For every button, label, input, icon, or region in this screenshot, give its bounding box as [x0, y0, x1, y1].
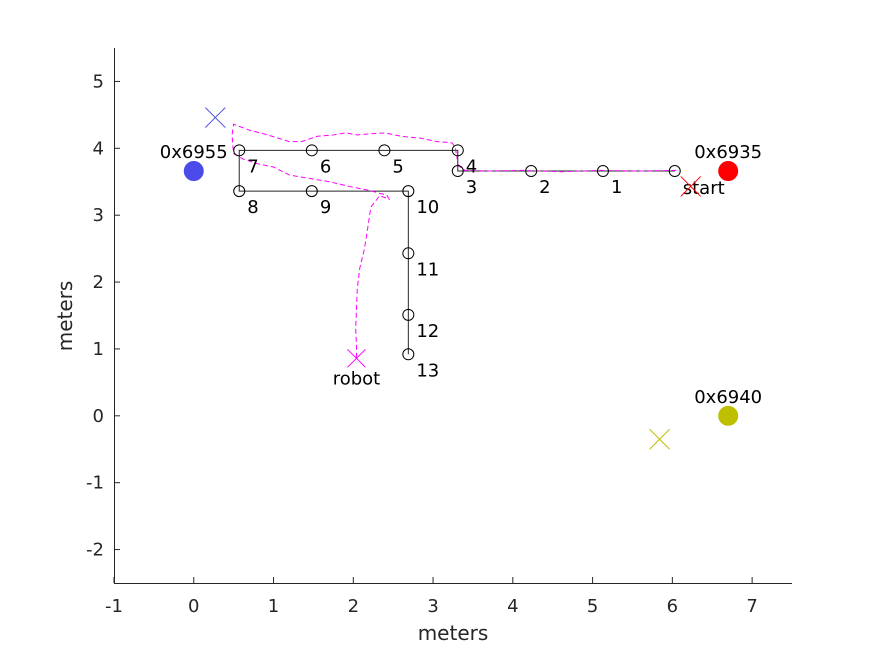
y-tick-label: -1	[86, 473, 104, 494]
y-tick-label: -2	[86, 540, 104, 561]
waypoint-label: 1	[611, 177, 622, 198]
waypoint-marker	[402, 185, 415, 198]
waypoint-label: 3	[466, 177, 477, 198]
anchor-estimate-cross-stroke	[204, 107, 226, 128]
anchor-estimate-cross	[649, 428, 670, 450]
anchor-estimate-cross-stroke	[680, 176, 702, 197]
y-tick-label: 5	[93, 71, 104, 92]
x-tick-label: 7	[746, 596, 757, 617]
waypoint-marker	[305, 144, 318, 157]
waypoint-label: 7	[247, 156, 258, 177]
waypoint-label: 6	[320, 156, 331, 177]
x-tick-label: 0	[188, 596, 199, 617]
anchor-marker	[183, 161, 204, 182]
waypoint-label: 10	[416, 197, 439, 218]
waypoint-label: 11	[416, 259, 439, 280]
y-tick-label: 2	[93, 272, 104, 293]
waypoint-marker	[233, 185, 246, 198]
anchor-estimate-cross-stroke	[649, 428, 670, 450]
x-tick-label: 3	[427, 596, 438, 617]
waypoint-label: 12	[416, 321, 439, 342]
waypoint-marker	[596, 165, 609, 178]
anchor-label: 0x6955	[160, 142, 228, 163]
x-tick-label: 4	[507, 596, 518, 617]
anchor-estimate-cross	[204, 107, 226, 128]
waypoint-marker	[668, 165, 681, 178]
waypoint-marker	[233, 144, 246, 157]
axes-frame	[114, 48, 792, 584]
robot-position-cross	[347, 348, 366, 368]
waypoint-marker	[402, 308, 415, 321]
waypoint-marker	[402, 348, 415, 361]
y-tick-label: 3	[93, 205, 104, 226]
waypoint-marker	[305, 185, 318, 198]
x-tick-label: 5	[587, 596, 598, 617]
waypoint-label: 8	[247, 197, 258, 218]
y-tick-label: 1	[93, 339, 104, 360]
anchor-label: 0x6940	[694, 387, 762, 408]
x-tick-label: 6	[667, 596, 678, 617]
waypoint-label: 9	[320, 197, 331, 218]
robot-label: robot	[333, 368, 381, 389]
x-tick-label: -1	[105, 596, 123, 617]
waypoint-marker	[402, 247, 415, 260]
waypoint-label: 5	[392, 156, 403, 177]
anchor-marker	[718, 405, 739, 426]
y-axis-label: meters	[53, 281, 77, 352]
robot-trajectory-line	[231, 123, 677, 359]
waypoint-marker	[451, 144, 464, 157]
x-axis-label: meters	[418, 621, 489, 645]
x-ticks: -1 0 1 2 3 4 5 6 7	[105, 577, 758, 617]
robot-position-cross-stroke	[347, 348, 366, 368]
waypoint-label: 2	[539, 177, 550, 198]
x-tick-label: 1	[268, 596, 279, 617]
y-ticks: -2 -1 0 1 2 3 4 5	[86, 71, 120, 561]
waypoint-label: 13	[416, 360, 439, 381]
waypoint-marker	[525, 165, 538, 178]
anchor-estimate-cross	[680, 176, 702, 197]
waypoint-marker	[451, 165, 464, 178]
anchor-marker	[718, 161, 739, 182]
y-tick-label: 4	[93, 138, 104, 159]
anchor-label: 0x6935	[694, 142, 762, 163]
y-tick-label: 0	[93, 406, 104, 427]
x-tick-label: 2	[348, 596, 359, 617]
waypoint-label: 4	[466, 156, 477, 177]
waypoint-marker	[378, 144, 391, 157]
planned-path-line	[238, 149, 675, 355]
